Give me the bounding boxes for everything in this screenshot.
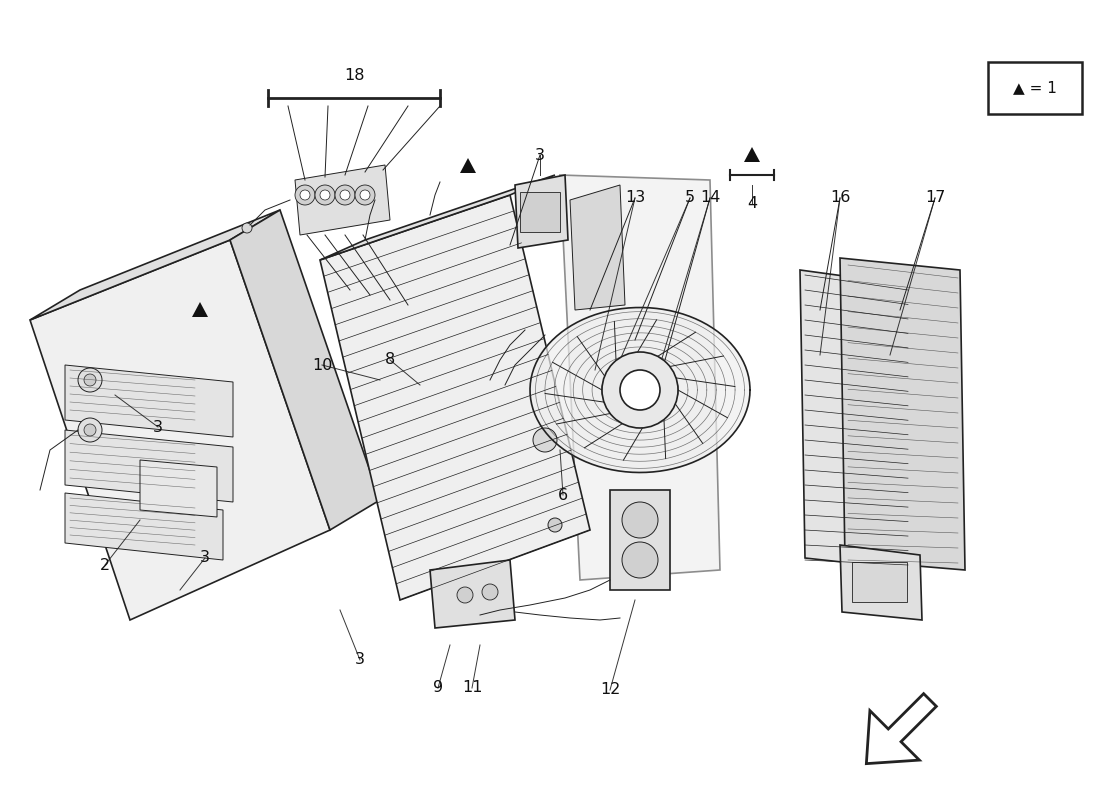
Bar xyxy=(852,562,907,602)
Polygon shape xyxy=(610,490,670,590)
Polygon shape xyxy=(570,185,625,310)
Circle shape xyxy=(78,418,102,442)
Circle shape xyxy=(320,190,330,200)
Text: 2: 2 xyxy=(100,558,110,573)
Circle shape xyxy=(340,190,350,200)
Polygon shape xyxy=(560,175,720,580)
Bar xyxy=(988,62,1082,114)
Circle shape xyxy=(482,584,498,600)
Circle shape xyxy=(534,428,557,452)
Polygon shape xyxy=(840,545,922,620)
Circle shape xyxy=(295,185,315,205)
Polygon shape xyxy=(295,165,390,235)
Circle shape xyxy=(355,185,375,205)
Bar xyxy=(520,192,560,232)
Text: ▲ = 1: ▲ = 1 xyxy=(1013,81,1057,95)
Text: 3: 3 xyxy=(355,653,365,667)
Polygon shape xyxy=(30,210,280,320)
Polygon shape xyxy=(515,175,568,248)
Polygon shape xyxy=(460,158,476,173)
Polygon shape xyxy=(65,430,233,502)
Polygon shape xyxy=(320,195,590,600)
Circle shape xyxy=(621,542,658,578)
Circle shape xyxy=(78,368,102,392)
Text: 16: 16 xyxy=(829,190,850,206)
Text: 5: 5 xyxy=(685,190,695,206)
Text: 4: 4 xyxy=(747,195,757,210)
Text: 12: 12 xyxy=(600,682,620,698)
Text: 14: 14 xyxy=(700,190,720,206)
Circle shape xyxy=(602,352,678,428)
Text: 3: 3 xyxy=(200,550,210,566)
Circle shape xyxy=(360,190,370,200)
Polygon shape xyxy=(867,694,936,764)
Text: 3: 3 xyxy=(153,419,163,434)
Circle shape xyxy=(620,370,660,410)
Polygon shape xyxy=(840,258,965,570)
Polygon shape xyxy=(530,307,750,473)
Circle shape xyxy=(84,374,96,386)
Circle shape xyxy=(621,502,658,538)
Circle shape xyxy=(315,185,336,205)
Circle shape xyxy=(548,518,562,532)
Text: 9: 9 xyxy=(433,681,443,695)
Text: 13: 13 xyxy=(625,190,645,206)
Circle shape xyxy=(300,190,310,200)
Polygon shape xyxy=(30,240,330,620)
Polygon shape xyxy=(140,460,217,517)
Text: 18: 18 xyxy=(344,67,365,82)
Text: 8: 8 xyxy=(385,353,395,367)
Text: 3: 3 xyxy=(535,147,544,162)
Polygon shape xyxy=(65,365,233,437)
Polygon shape xyxy=(65,493,223,560)
Circle shape xyxy=(456,587,473,603)
Polygon shape xyxy=(744,147,760,162)
Text: 11: 11 xyxy=(462,681,482,695)
Polygon shape xyxy=(430,560,515,628)
Polygon shape xyxy=(230,210,380,530)
Text: 6: 6 xyxy=(558,487,568,502)
Polygon shape xyxy=(800,270,915,570)
Circle shape xyxy=(242,223,252,233)
Text: 10: 10 xyxy=(311,358,332,373)
Polygon shape xyxy=(320,175,556,260)
Circle shape xyxy=(84,424,96,436)
Text: 17: 17 xyxy=(925,190,945,206)
Polygon shape xyxy=(192,302,208,317)
Circle shape xyxy=(336,185,355,205)
